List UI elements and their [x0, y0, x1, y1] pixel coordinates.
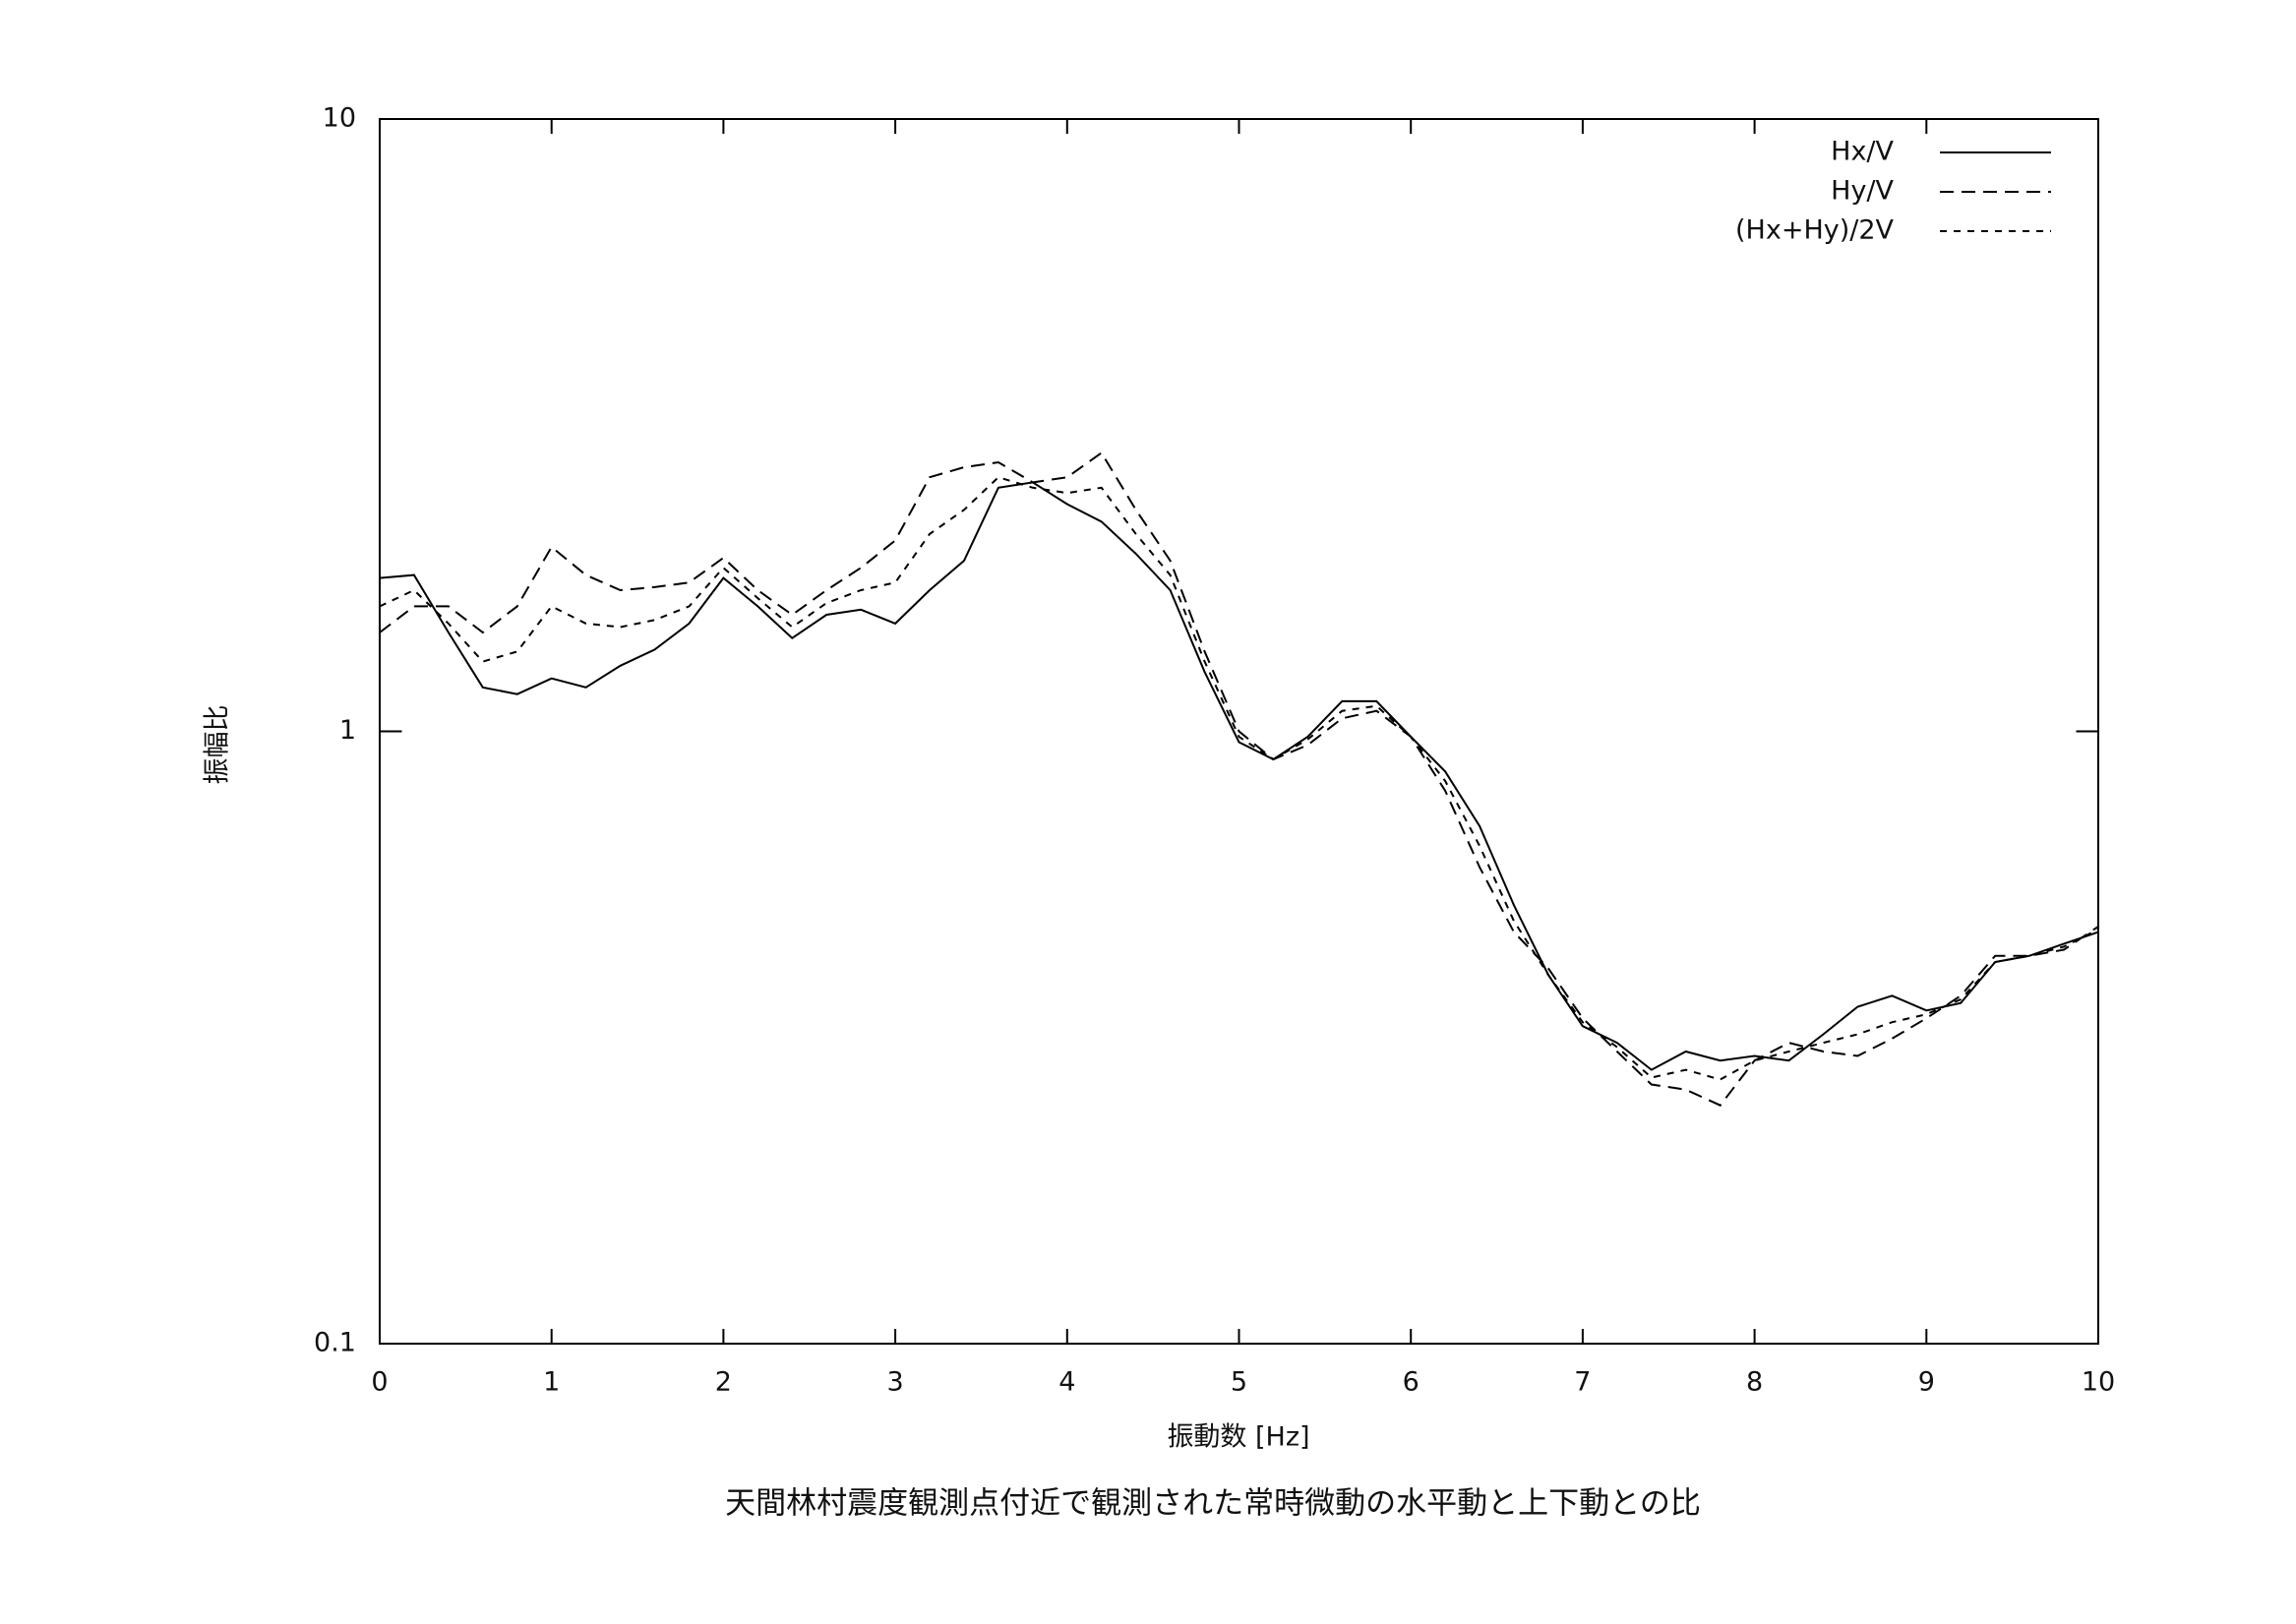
x-tick-label: 3 — [887, 1367, 904, 1398]
x-tick-label: 8 — [1746, 1367, 1763, 1398]
x-axis-label: 振動数 [Hz] — [1167, 1422, 1309, 1453]
x-tick-label: 9 — [1918, 1367, 1935, 1398]
y-tick-label: 0.1 — [314, 1328, 356, 1358]
legend-label: Hx/V — [1831, 137, 1894, 167]
caption: 天間林村震度観測点付近で観測された常時微動の水平動と上下動との比 — [725, 1486, 1701, 1522]
x-tick-label: 2 — [715, 1367, 732, 1398]
legend-label: Hy/V — [1831, 176, 1894, 207]
data-line — [379, 481, 2099, 1071]
x-tick-label: 1 — [543, 1367, 560, 1398]
data-line — [379, 451, 2099, 1107]
x-tick-label: 10 — [2082, 1367, 2115, 1398]
y-tick-label: 10 — [323, 103, 356, 134]
x-tick-label: 7 — [1574, 1367, 1591, 1398]
x-tick-label: 4 — [1058, 1367, 1075, 1398]
x-tick-label: 5 — [1231, 1367, 1247, 1398]
data-line — [379, 476, 2099, 1081]
legend-label: (Hx+Hy)/2V — [1735, 215, 1895, 246]
y-axis-label: 振幅比 — [203, 705, 233, 785]
x-tick-label: 0 — [371, 1367, 388, 1398]
y-tick-label: 1 — [339, 715, 356, 746]
x-tick-label: 6 — [1403, 1367, 1420, 1398]
